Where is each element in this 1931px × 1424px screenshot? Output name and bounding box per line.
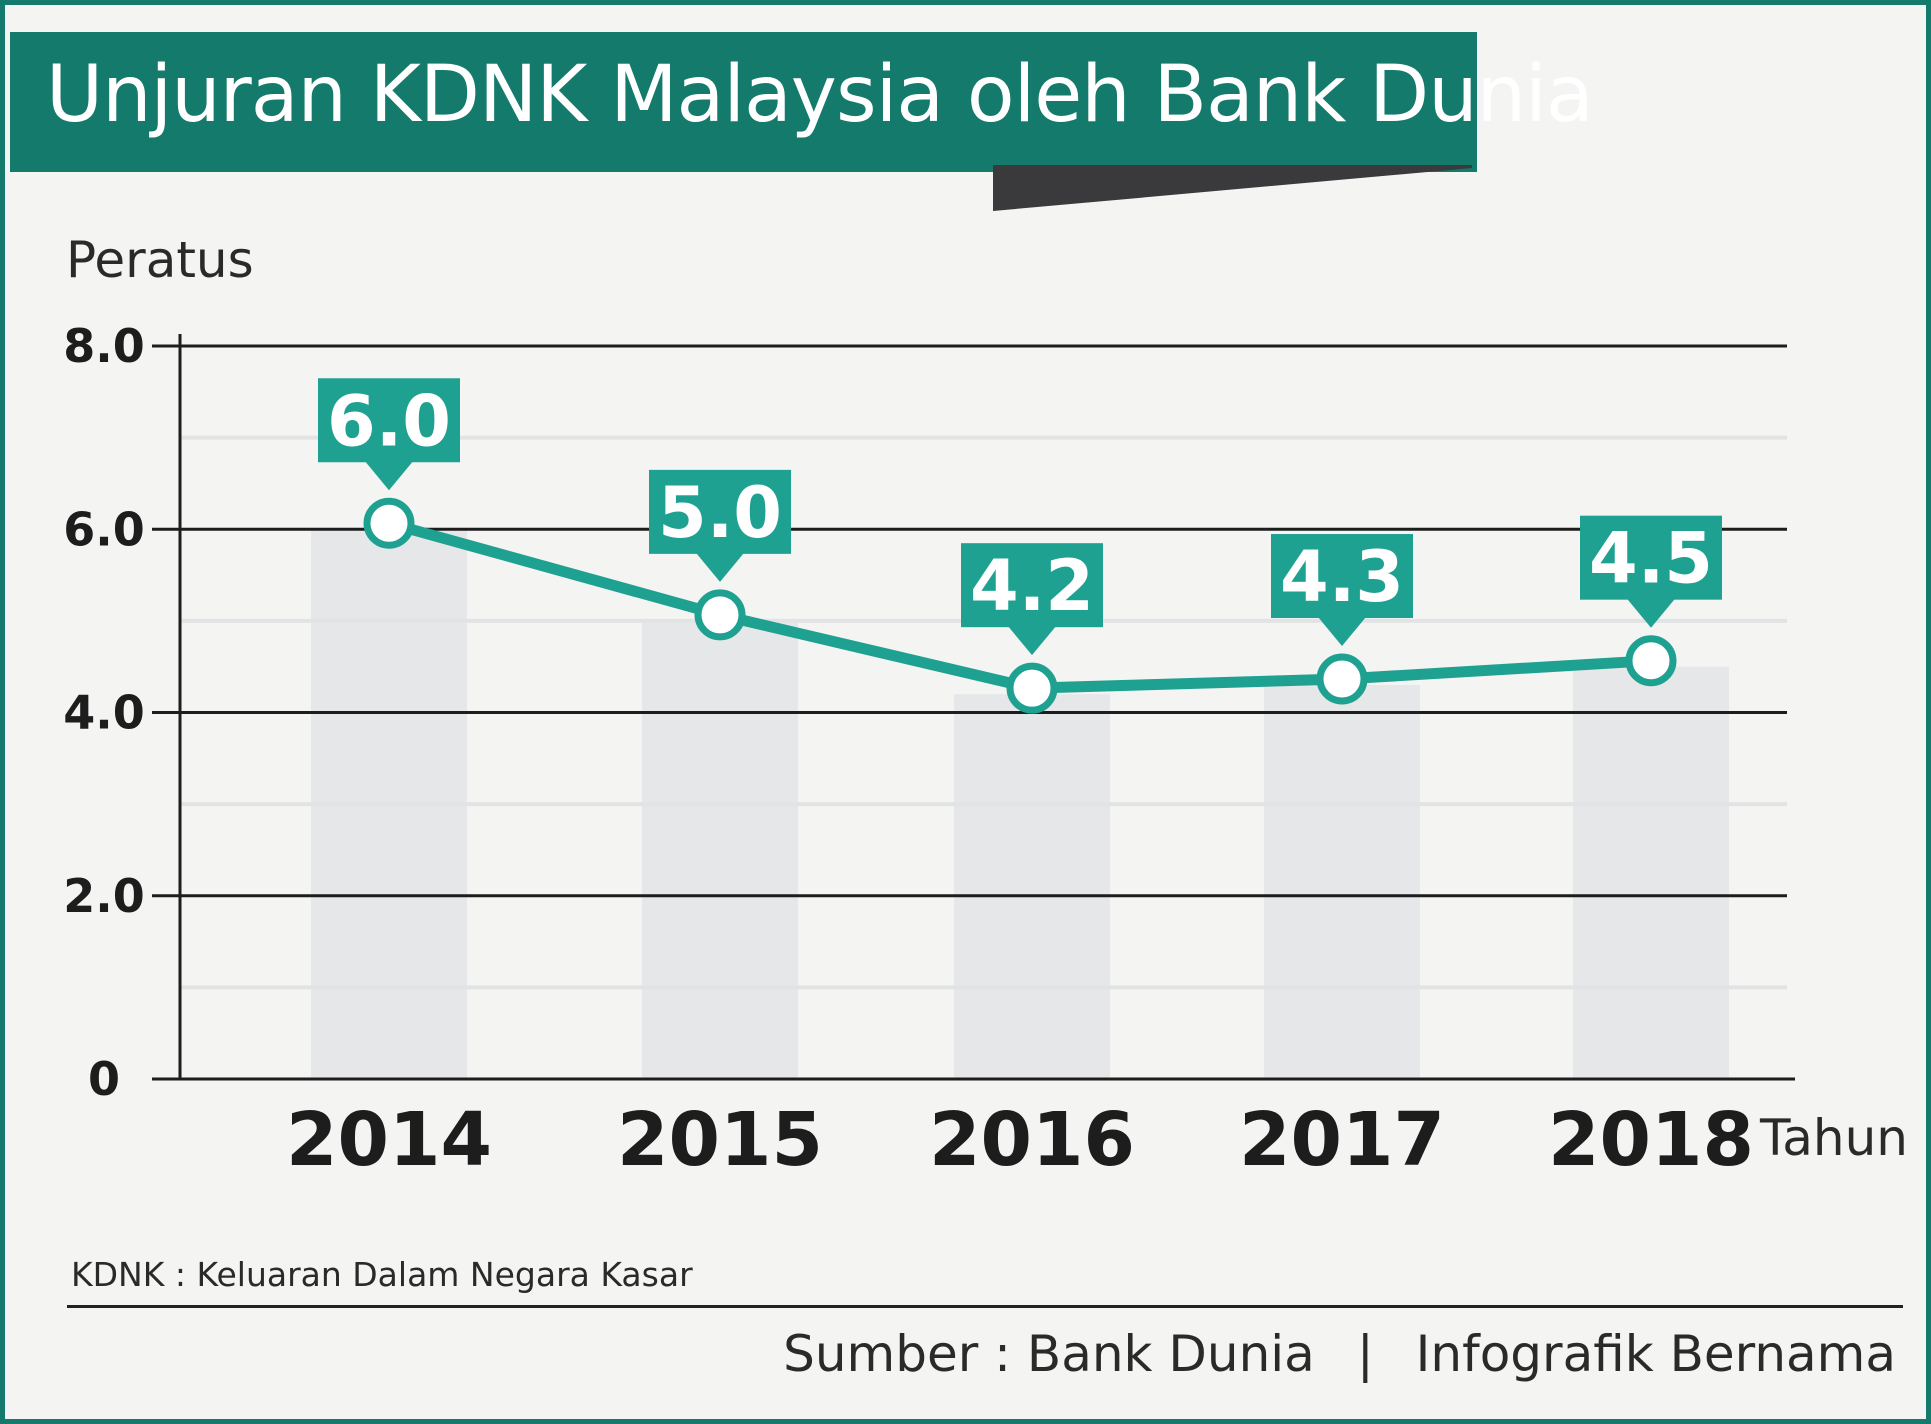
y-tick-label: 0 <box>88 1052 120 1106</box>
data-label-2015: 5.0 <box>658 472 782 554</box>
callout-2017: 4.3 <box>1271 534 1413 647</box>
source-text: Sumber : Bank Dunia <box>783 1325 1315 1383</box>
background-bar-2017 <box>1264 685 1420 1079</box>
credit-text: Infografik Bernama <box>1415 1325 1896 1383</box>
x-tick-label-2016: 2016 <box>929 1097 1135 1183</box>
abbreviation-note: KDNK : Keluaran Dalam Negara Kasar <box>71 1255 693 1294</box>
x-tick-label-2018: 2018 <box>1548 1097 1754 1183</box>
callout-2015: 5.0 <box>649 469 791 582</box>
data-point-2014 <box>363 497 415 549</box>
series-line <box>363 497 1677 714</box>
y-tick-label: 8.0 <box>63 319 145 373</box>
x-axis-title: Tahun <box>1759 1109 1908 1167</box>
data-point-2018 <box>1625 635 1677 687</box>
background-bar-2015 <box>642 620 798 1079</box>
y-tick-label: 2.0 <box>63 869 145 923</box>
callout-pointer <box>365 461 413 491</box>
callout-2014: 6.0 <box>318 378 460 491</box>
callout-box <box>318 378 460 463</box>
axes: 0 2.0 4.0 6.0 8.0 2014 2015 2016 2017 2018 <box>63 319 1795 1183</box>
background-bar-2016 <box>954 694 1110 1079</box>
data-label-2017: 4.3 <box>1280 536 1404 618</box>
footer-divider <box>67 1305 1903 1308</box>
callout-pointer <box>1318 617 1366 647</box>
callout-box <box>1580 515 1722 600</box>
y-tick-label: 6.0 <box>63 502 145 556</box>
data-point-2015 <box>694 589 746 641</box>
callout-pointer <box>1627 598 1675 628</box>
background-bar-2018 <box>1573 666 1729 1079</box>
callout-pointer <box>1008 626 1056 656</box>
x-tick-label-2014: 2014 <box>286 1097 492 1183</box>
callout-2018: 4.5 <box>1580 515 1722 628</box>
callout-box <box>649 469 791 554</box>
footer-credits: Sumber : Bank Dunia | Infografik Bernama <box>783 1325 1896 1383</box>
x-tick-label-2015: 2015 <box>617 1097 823 1183</box>
callout-box <box>961 543 1103 628</box>
callout-pointer <box>696 552 744 582</box>
title-banner: Unjuran KDNK Malaysia oleh Bank Dunia <box>10 32 1594 172</box>
data-point-2016 <box>1006 662 1058 714</box>
data-label-2016: 4.2 <box>970 545 1094 627</box>
y-axis-title: Peratus <box>66 231 254 289</box>
y-tick-label: 4.0 <box>63 686 145 740</box>
callout-box <box>1271 534 1413 619</box>
footer-separator: | <box>1356 1325 1374 1383</box>
data-label-2014: 6.0 <box>327 380 451 462</box>
data-callouts: 6.0 5.0 4.2 4.3 4.5 <box>318 378 1722 656</box>
data-label-2018: 4.5 <box>1589 518 1713 600</box>
data-point-2017 <box>1316 653 1368 705</box>
callout-2016: 4.2 <box>961 543 1103 656</box>
x-tick-label-2017: 2017 <box>1239 1097 1445 1183</box>
chart-title: Unjuran KDNK Malaysia oleh Bank Dunia <box>46 50 1594 140</box>
